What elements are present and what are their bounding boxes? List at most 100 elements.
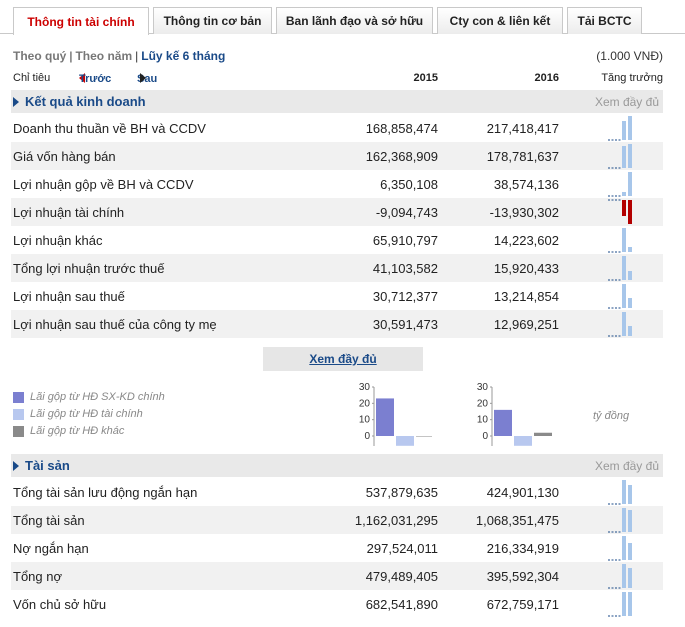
mini-chart-unit: tỷ đồng xyxy=(593,410,630,422)
y-tick-label: 30 xyxy=(359,382,371,393)
indicator-header: Chỉ tiêu xyxy=(13,72,51,84)
growth-header: Tăng trưởng xyxy=(601,72,663,84)
sparkline-bar xyxy=(628,200,632,224)
table-row: Tổng tài sản lưu động ngắn hạn 537,879,63… xyxy=(11,478,663,506)
value-2016: 424,901,130 xyxy=(486,485,559,500)
row-label: Lợi nhuận sau thuế của công ty mẹ xyxy=(13,317,217,332)
row-label: Tổng tài sản lưu động ngắn hạn xyxy=(13,485,198,500)
tab-basic-info[interactable]: Thông tin cơ bản xyxy=(153,7,272,34)
chart-bar xyxy=(396,436,414,446)
sparkline-bar xyxy=(628,298,632,308)
growth-sparkline xyxy=(608,592,632,617)
chart-bar xyxy=(376,398,394,436)
view-all-link[interactable]: Xem đầy đủ xyxy=(309,352,377,366)
value-2016: 395,592,304 xyxy=(486,569,559,584)
period-selector-row: Theo quý | Theo năm | Lũy kế 6 tháng (1.000 … xyxy=(13,49,663,65)
y-tick-label: 20 xyxy=(359,398,371,409)
period-cumulative-link[interactable]: Lũy kế 6 tháng xyxy=(141,49,226,63)
tab-financial-info[interactable]: Thông tin tài chính xyxy=(13,7,149,35)
table-row: Vốn chủ sở hữu 682,541,890 672,759,171 xyxy=(11,590,663,618)
sparkline-bar xyxy=(628,326,632,336)
table-row: Lợi nhuận gộp về BH và CCDV 6,350,108 38,5… xyxy=(11,170,663,198)
chart-bar xyxy=(534,432,552,436)
growth-sparkline xyxy=(608,199,632,224)
growth-sparkline xyxy=(608,480,632,505)
sparkline-bar xyxy=(622,592,626,616)
value-2016: -13,930,302 xyxy=(489,205,559,220)
legend-item: Lãi gộp từ HĐ SX-KD chính xyxy=(13,391,165,408)
growth-sparkline xyxy=(608,508,632,533)
y-tick-label: 0 xyxy=(364,431,370,442)
sparkline-bar xyxy=(628,271,632,280)
prev-label: Trước xyxy=(79,73,112,85)
table-row: Lợi nhuận khác 65,910,797 14,223,602 xyxy=(11,226,663,254)
view-all-button[interactable]: Xem đầy đủ xyxy=(263,347,423,371)
sparkline-bar xyxy=(622,146,626,168)
growth-sparkline xyxy=(608,536,632,561)
y-tick-label: 10 xyxy=(359,415,371,426)
column-header: Chỉ tiêu Trước Sau 2015 2016 Tăng trưởng xyxy=(13,71,663,88)
business-view-all-link[interactable]: Xem đầy đủ xyxy=(594,95,659,109)
growth-sparkline xyxy=(608,228,632,253)
value-2016: 216,334,919 xyxy=(486,541,559,556)
row-label: Lợi nhuận khác xyxy=(13,233,103,248)
growth-sparkline xyxy=(608,312,632,337)
value-2016: 672,759,171 xyxy=(486,597,559,612)
section-title: Tài sản xyxy=(25,458,70,473)
sparkline-bar xyxy=(622,508,626,532)
legend-item: Lãi gộp từ HĐ tài chính xyxy=(13,408,165,425)
growth-sparkline xyxy=(608,256,632,281)
sparkline-bar xyxy=(622,256,626,280)
chart-bar xyxy=(514,436,532,446)
sparkline-bar xyxy=(628,144,632,168)
value-2015: 6,350,108 xyxy=(380,177,438,192)
arrow-right-icon xyxy=(140,73,146,83)
y-tick-label: 0 xyxy=(482,431,488,442)
row-label: Tổng nợ xyxy=(13,569,62,584)
table-row: Doanh thu thuần về BH và CCDV 168,858,474… xyxy=(11,114,663,142)
period-selector: Theo quý | Theo năm | Lũy kế 6 tháng xyxy=(13,49,226,63)
mini-chart-legend: Lãi gộp từ HĐ SX-KD chính Lãi gộp từ HĐ … xyxy=(13,391,165,442)
table-row: Lợi nhuận sau thuế 30,712,377 13,214,854 xyxy=(11,282,663,310)
legend-label: Lãi gộp từ HĐ tài chính xyxy=(30,408,143,420)
section-bullet-icon xyxy=(13,97,19,107)
value-2015: 1,162,031,295 xyxy=(354,513,438,528)
assets-view-all-link[interactable]: Xem đầy đủ xyxy=(594,459,659,473)
growth-sparkline xyxy=(608,564,632,589)
value-2015: 30,712,377 xyxy=(372,289,438,304)
legend-label: Lãi gộp từ HĐ SX-KD chính xyxy=(30,391,165,403)
value-2015: 297,524,011 xyxy=(366,541,438,556)
value-2015: 162,368,909 xyxy=(365,149,438,164)
tab-subsidiaries[interactable]: Cty con & liên kết xyxy=(437,7,563,34)
value-2016: 178,781,637 xyxy=(486,149,559,164)
period-quarterly-link[interactable]: Theo quý xyxy=(13,49,67,63)
value-2015: 168,858,474 xyxy=(365,121,438,136)
table-row: Tổng nợ 479,489,405 395,592,304 xyxy=(11,562,663,590)
tab-bar: Thông tin tài chính Thông tin cơ bản Ban… xyxy=(0,0,685,35)
year-2016-header: 2016 xyxy=(534,72,559,84)
sparkline-bar xyxy=(628,568,632,588)
y-tick-label: 30 xyxy=(477,382,489,393)
sparkline-bar xyxy=(628,116,632,140)
legend-item: Lãi gộp từ HĐ khác xyxy=(13,425,165,442)
table-row: Tổng lợi nhuận trước thuế 41,103,582 15,92… xyxy=(11,254,663,282)
growth-sparkline xyxy=(608,144,632,169)
sparkline-bar xyxy=(622,312,626,336)
tab-management-ownership[interactable]: Ban lãnh đạo và sở hữu xyxy=(276,7,433,34)
table-row: Giá vốn hàng bán 162,368,909 178,781,637 xyxy=(11,142,663,170)
table-row: Nợ ngắn hạn 297,524,011 216,334,919 xyxy=(11,534,663,562)
sparkline-bar xyxy=(622,284,626,308)
section-title: Kết quả kinh doanh xyxy=(25,94,146,109)
value-2015: 682,541,890 xyxy=(365,597,438,612)
chart-bar xyxy=(494,409,512,436)
row-label: Vốn chủ sở hữu xyxy=(13,597,107,612)
sparkline-bar xyxy=(628,172,632,196)
value-2016: 15,920,433 xyxy=(493,261,559,276)
sparkline-bar xyxy=(628,247,632,252)
sparkline-bar xyxy=(622,536,626,560)
period-yearly-link[interactable]: Theo năm xyxy=(75,49,133,63)
row-label: Doanh thu thuần về BH và CCDV xyxy=(13,121,206,136)
value-2016: 38,574,136 xyxy=(493,177,559,192)
value-2015: 65,910,797 xyxy=(372,233,438,248)
tab-download-reports[interactable]: Tải BCTC xyxy=(567,7,642,34)
